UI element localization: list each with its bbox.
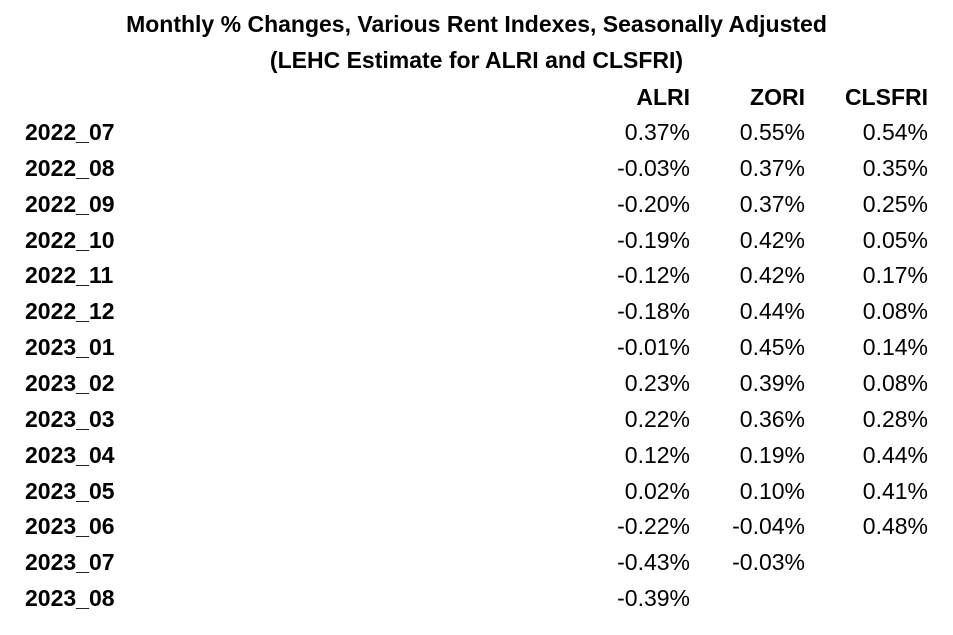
cell-clsfri: 0.41% — [862, 477, 928, 504]
row-label: 2022_11 — [25, 262, 114, 289]
cell-clsfri: 0.25% — [862, 190, 928, 217]
cell-clsfri: 0.35% — [862, 154, 928, 181]
row-label: 2023_05 — [25, 477, 115, 504]
cell-alri: -0.03% — [617, 154, 690, 181]
cell-alri: -0.01% — [617, 334, 690, 361]
row-label: 2023_04 — [25, 441, 115, 468]
row-label: 2022_09 — [25, 190, 115, 217]
cell-zori: 0.10% — [739, 477, 805, 504]
table-subtitle: (LEHC Estimate for ALRI and CLSFRI) — [269, 47, 684, 73]
cell-zori: 0.45% — [739, 334, 805, 361]
cell-zori: 0.44% — [739, 298, 805, 325]
cell-alri: -0.43% — [617, 549, 690, 576]
cell-zori: 0.36% — [739, 405, 805, 432]
cell-zori: -0.03% — [732, 549, 805, 576]
cell-clsfri: 0.28% — [862, 405, 928, 432]
cell-clsfri: 0.54% — [862, 119, 928, 145]
cell-clsfri: 0.05% — [862, 226, 928, 253]
cell-alri: -0.12% — [617, 262, 690, 289]
column-header-alri: ALRI — [636, 84, 690, 110]
cell-clsfri: 0.14% — [862, 334, 928, 361]
cell-alri: -0.39% — [617, 585, 690, 612]
cell-zori: 0.39% — [739, 369, 805, 396]
cell-zori: 0.42% — [739, 262, 805, 289]
cell-zori: 0.42% — [739, 226, 805, 253]
cell-alri: -0.20% — [617, 190, 690, 217]
row-label: 2022_12 — [25, 298, 115, 325]
row-label: 2022_07 — [25, 119, 115, 145]
row-label: 2023_01 — [25, 334, 115, 361]
row-label: 2023_08 — [25, 585, 115, 612]
cell-clsfri: 0.08% — [862, 298, 928, 325]
cell-zori: 0.37% — [739, 190, 805, 217]
cell-zori: 0.19% — [739, 441, 805, 468]
cell-zori: 0.55% — [739, 119, 805, 145]
cell-alri: 0.37% — [624, 119, 690, 145]
cell-alri: 0.22% — [624, 405, 690, 432]
cell-alri: 0.12% — [624, 441, 690, 468]
column-header-zori: ZORI — [750, 84, 805, 110]
table-title: Monthly % Changes, Various Rent Indexes,… — [126, 11, 827, 37]
row-label: 2023_07 — [25, 549, 115, 576]
cell-alri: 0.02% — [624, 477, 690, 504]
row-label: 2023_06 — [25, 513, 115, 540]
cell-alri: -0.22% — [617, 513, 690, 540]
cell-clsfri: 0.17% — [862, 262, 928, 289]
cell-alri: -0.18% — [617, 298, 690, 325]
row-label: 2023_03 — [25, 405, 115, 432]
cell-zori: -0.04% — [732, 513, 805, 540]
cell-clsfri: 0.48% — [862, 513, 928, 540]
column-header-clsfri: CLSFRI — [844, 84, 928, 110]
row-label: 2022_10 — [25, 226, 115, 253]
cell-alri: 0.23% — [624, 369, 690, 396]
row-label: 2022_08 — [25, 154, 115, 181]
cell-alri: -0.19% — [617, 226, 690, 253]
cell-clsfri: 0.44% — [862, 441, 928, 468]
cell-clsfri: 0.08% — [862, 369, 928, 396]
row-label: 2023_02 — [25, 369, 115, 396]
cell-zori: 0.37% — [739, 154, 805, 181]
